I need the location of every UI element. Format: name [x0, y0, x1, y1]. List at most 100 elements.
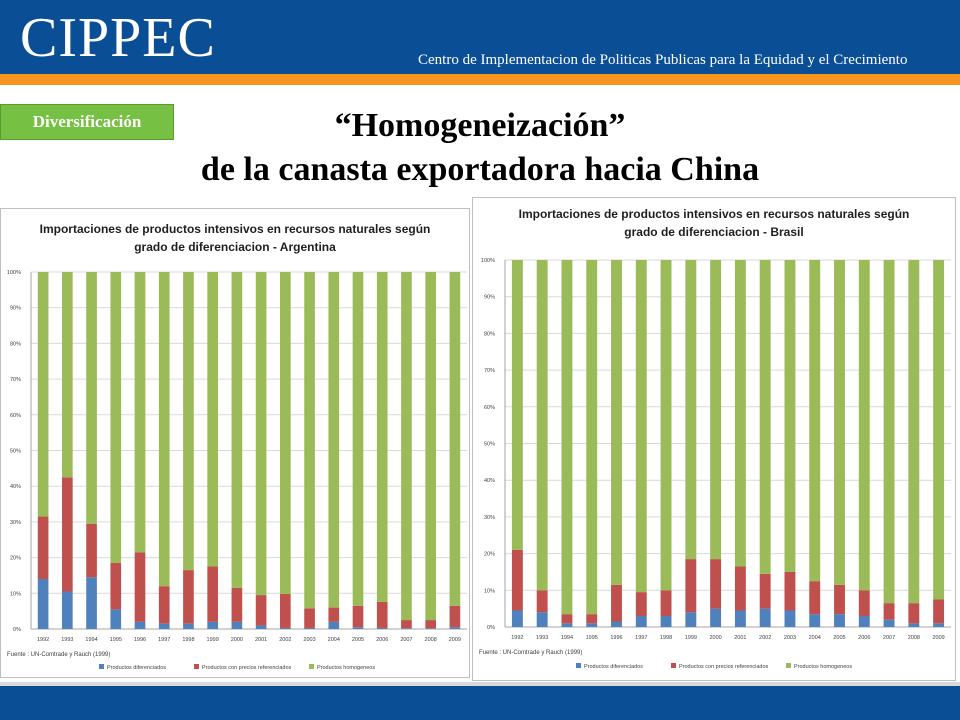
argentina-source-note: Fuente : UN-Comtrade y Rauch (1999) — [7, 652, 110, 658]
argentina-bar-productos-diferenciados — [231, 621, 243, 629]
argentina-xtick-label: 2001 — [255, 637, 267, 643]
argentina-bar-productos-homogeneos — [183, 272, 194, 571]
argentina-bar-productos-diferenciados — [183, 623, 194, 629]
brasil-ytick-label: 60% — [484, 405, 495, 411]
argentina-bar-productos-homogeneos — [425, 272, 436, 621]
chart-argentina: Importaciones de productos intensivos en… — [0, 208, 470, 678]
argentina-bar-productos-diferenciados — [401, 628, 412, 629]
brasil-legend-swatch — [786, 663, 791, 668]
brasil-bar-productos-diferenciados — [858, 615, 870, 627]
argentina-ytick-label: 100% — [7, 270, 21, 276]
argentina-legend-label: Productos homogeneos — [317, 665, 375, 671]
brasil-bar-productos-con-precios-referenciados — [784, 571, 796, 611]
argentina-legend-label: Productos con precios referenciados — [202, 665, 292, 671]
brasil-source-note: Fuente : UN-Comtrade y Rauch (1999) — [479, 650, 582, 656]
brasil-bar-productos-diferenciados — [561, 623, 573, 627]
argentina-bar-productos-con-precios-referenciados — [37, 516, 49, 580]
argentina-bar-productos-homogeneos — [134, 272, 146, 553]
argentina-xtick-label: 1995 — [110, 637, 122, 643]
brasil-xtick-label: 2000 — [709, 635, 721, 641]
argentina-bar-productos-homogeneos — [158, 272, 170, 587]
argentina-bar-productos-diferenciados — [158, 623, 170, 629]
brasil-bar-productos-diferenciados — [734, 610, 746, 627]
brasil-bar-productos-diferenciados — [635, 615, 647, 627]
chart-argentina-svg: Importaciones de productos intensivos en… — [7, 222, 467, 671]
chart-brasil-svg: Importaciones de productos intensivos en… — [479, 207, 951, 670]
brasil-bar-productos-con-precios-referenciados — [834, 584, 845, 615]
argentina-bar-productos-homogeneos — [207, 272, 218, 567]
argentina-bar-productos-homogeneos — [255, 272, 267, 596]
argentina-xtick-label: 2004 — [328, 637, 340, 643]
argentina-xtick-label: 2009 — [449, 637, 461, 643]
argentina-ytick-label: 70% — [10, 377, 21, 383]
brasil-bar-productos-homogeneos — [933, 260, 945, 600]
argentina-bar-productos-homogeneos — [304, 272, 315, 609]
brasil-ytick-label: 0% — [487, 625, 495, 631]
argentina-bar-productos-homogeneos — [86, 272, 97, 524]
brasil-bar-productos-diferenciados — [710, 608, 722, 627]
argentina-bar-productos-homogeneos — [449, 272, 461, 606]
brasil-legend-swatch — [671, 663, 676, 668]
brasil-ytick-label: 10% — [484, 588, 495, 594]
chart-brasil: Importaciones de productos intensivos en… — [472, 197, 956, 681]
argentina-ytick-label: 30% — [10, 520, 21, 526]
argentina-ytick-label: 0% — [13, 627, 21, 633]
argentina-bar-productos-diferenciados — [110, 609, 122, 629]
argentina-bar-productos-homogeneos — [37, 272, 49, 517]
brasil-legend-swatch — [576, 663, 581, 668]
brasil-xtick-label: 1997 — [635, 635, 647, 641]
argentina-xtick-label: 2000 — [231, 637, 243, 643]
argentina-bar-productos-diferenciados — [37, 579, 49, 629]
argentina-ytick-label: 50% — [10, 449, 21, 455]
brasil-bar-productos-homogeneos — [784, 260, 796, 572]
brasil-bar-productos-diferenciados — [933, 623, 945, 627]
brasil-xtick-label: 2002 — [759, 635, 771, 641]
brasil-legend-label: Productos homogeneos — [794, 664, 852, 670]
brasil-bar-productos-con-precios-referenciados — [809, 581, 821, 615]
brasil-bar-productos-homogeneos — [511, 260, 523, 550]
argentina-bar-productos-diferenciados — [425, 628, 436, 629]
argentina-ytick-label: 10% — [10, 591, 21, 597]
brasil-bar-productos-diferenciados — [908, 623, 920, 627]
brasil-bar-productos-diferenciados — [784, 610, 796, 627]
argentina-xtick-label: 1999 — [207, 637, 219, 643]
brasil-legend-label: Productos diferenciados — [584, 664, 643, 670]
argentina-ytick-label: 40% — [10, 484, 21, 490]
section-badge: Diversificación — [0, 104, 174, 140]
brasil-bar-productos-con-precios-referenciados — [536, 590, 548, 613]
argentina-bar-productos-con-precios-referenciados — [401, 620, 412, 629]
brasil-bar-productos-con-precios-referenciados — [561, 614, 573, 624]
argentina-bar-productos-con-precios-referenciados — [304, 608, 315, 628]
argentina-xtick-label: 1993 — [61, 637, 73, 643]
argentina-bar-productos-diferenciados — [304, 627, 315, 629]
brasil-bar-productos-con-precios-referenciados — [710, 559, 722, 609]
argentina-bar-productos-homogeneos — [352, 272, 364, 606]
argentina-ytick-label: 80% — [10, 341, 21, 347]
brasil-xtick-label: 2009 — [932, 635, 944, 641]
brasil-bar-productos-diferenciados — [834, 614, 845, 627]
slide-title-line1: “Homogeneización” — [334, 107, 626, 144]
argentina-bar-productos-homogeneos — [376, 272, 388, 602]
brasil-xtick-label: 1996 — [610, 635, 622, 641]
argentina-xtick-label: 2008 — [425, 637, 437, 643]
argentina-legend-swatch — [194, 664, 199, 669]
argentina-bar-productos-con-precios-referenciados — [280, 594, 291, 628]
brasil-bar-productos-homogeneos — [883, 260, 895, 604]
brasil-bar-productos-con-precios-referenciados — [734, 566, 746, 611]
argentina-bar-productos-con-precios-referenciados — [352, 605, 364, 628]
cippec-logo: CIPPEC — [20, 7, 216, 69]
brasil-bar-productos-homogeneos — [660, 260, 672, 591]
brasil-bar-productos-con-precios-referenciados — [908, 603, 920, 624]
brasil-bar-productos-homogeneos — [635, 260, 647, 593]
argentina-bar-productos-homogeneos — [110, 272, 122, 563]
brasil-bar-productos-homogeneos — [858, 260, 870, 591]
brasil-bar-productos-diferenciados — [809, 614, 821, 627]
brasil-xtick-label: 1995 — [586, 635, 598, 641]
brasil-bar-productos-homogeneos — [834, 260, 845, 585]
argentina-bar-productos-diferenciados — [207, 621, 218, 629]
argentina-bar-productos-homogeneos — [62, 272, 73, 478]
brasil-ytick-label: 20% — [484, 552, 495, 558]
brasil-bar-productos-diferenciados — [660, 615, 672, 627]
argentina-bar-productos-diferenciados — [280, 627, 291, 629]
brasil-xtick-label: 2005 — [833, 635, 845, 641]
